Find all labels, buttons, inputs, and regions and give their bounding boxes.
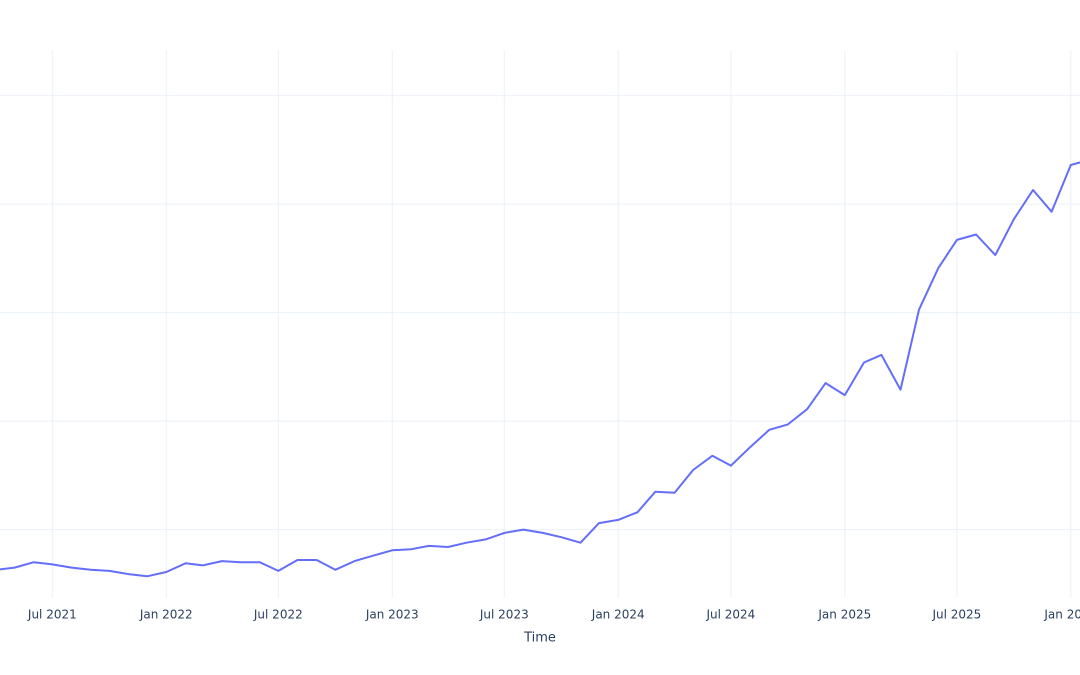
x-tick-label: Jan 2024 (591, 608, 645, 622)
x-tick-label: Jan 2025 (817, 608, 871, 622)
x-tick-label: Jul 2023 (479, 608, 529, 622)
x-axis-title: Time (523, 631, 556, 646)
x-tick-label: Jul 2025 (931, 608, 981, 622)
x-tick-label: Jul 2024 (705, 608, 755, 622)
x-tick-label: Jan 2022 (139, 608, 193, 622)
x-tick-label: Jan 2026 (1043, 608, 1080, 622)
x-tick-label: Jan 2023 (365, 608, 419, 622)
x-tick-label: Jul 2022 (253, 608, 303, 622)
x-tick-label: Jul 2021 (27, 608, 77, 622)
line (0, 161, 1080, 578)
